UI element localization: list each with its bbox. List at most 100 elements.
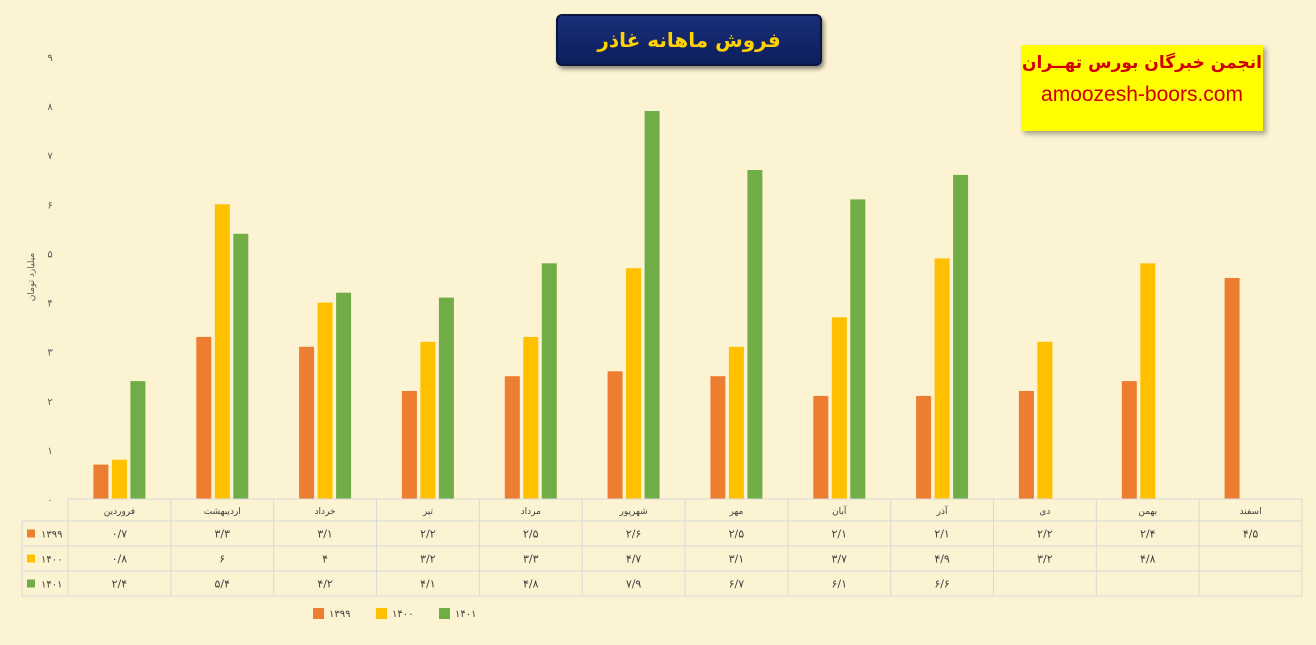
y-tick-label: ۲ xyxy=(47,397,52,408)
table-cell: ۲/۵ xyxy=(523,528,539,541)
table-row-label: ۱۴۰۱ xyxy=(41,580,62,591)
y-tick-label: ۷ xyxy=(47,151,53,162)
legend-label: ۱۴۰۰ xyxy=(392,609,413,620)
table-cell: ۲/۵ xyxy=(729,528,745,541)
table-cell: ۲/۱ xyxy=(831,528,847,541)
bar-1-4 xyxy=(401,391,417,499)
table-cell: ۲/۲ xyxy=(1037,528,1053,541)
bar-1-8 xyxy=(813,395,829,499)
table-cell: ۵/۴ xyxy=(214,578,230,591)
bar-1-5 xyxy=(504,376,520,499)
bar-1-1 xyxy=(93,464,109,499)
table-cell: ۲/۴ xyxy=(112,578,128,591)
bar-1-9 xyxy=(916,395,932,499)
bar-2-11 xyxy=(1140,263,1156,499)
table-cell: ۶ xyxy=(219,553,225,566)
bar-3-6 xyxy=(644,111,660,499)
y-tick-label: ۰ xyxy=(47,495,52,506)
bar-2-5 xyxy=(523,336,539,499)
bar-3-7 xyxy=(747,170,763,499)
bar-1-3 xyxy=(299,346,315,499)
bar-3-8 xyxy=(850,199,866,499)
table-cell: ۳/۲ xyxy=(1037,553,1053,566)
bar-2-3 xyxy=(317,302,333,499)
table-legend-key xyxy=(27,554,35,563)
category-label: بهمن xyxy=(1138,507,1157,517)
legend-key xyxy=(313,608,324,619)
table-cell: ۲/۴ xyxy=(1140,528,1156,541)
table-cell: ۶/۱ xyxy=(831,578,847,591)
bar-2-7 xyxy=(728,346,744,499)
bar-2-1 xyxy=(111,459,127,499)
table-legend-key xyxy=(27,529,35,538)
table-cell: ۶/۶ xyxy=(934,578,950,591)
category-label: اسفند xyxy=(1240,507,1262,517)
category-label: تیر xyxy=(422,507,434,517)
y-tick-label: ۴ xyxy=(47,299,52,310)
table-legend-key xyxy=(27,579,35,588)
bar-1-12 xyxy=(1224,278,1240,499)
y-tick-label: ۵ xyxy=(47,249,52,260)
brand-url: amoozesh-boors.com xyxy=(1041,83,1243,106)
y-tick-label: ۳ xyxy=(47,348,53,359)
y-tick-label: ۱ xyxy=(47,446,52,457)
table-row-label: ۱۳۹۹ xyxy=(41,530,62,541)
category-label: آبان xyxy=(832,505,847,517)
category-label: خرداد xyxy=(315,507,336,517)
table-cell: ۷/۹ xyxy=(626,578,642,591)
bar-3-9 xyxy=(953,174,969,499)
table-cell: ۰/۷ xyxy=(112,528,128,541)
bar-1-2 xyxy=(196,336,212,499)
category-label: آذر xyxy=(936,505,948,517)
bar-3-3 xyxy=(336,292,352,499)
table-cell: ۴/۸ xyxy=(1140,553,1156,566)
table-cell: ۲/۲ xyxy=(420,528,436,541)
bar-3-1 xyxy=(130,381,146,499)
legend-label: ۱۴۰۱ xyxy=(455,609,476,620)
bar-1-10 xyxy=(1018,391,1034,499)
legend-key xyxy=(439,608,450,619)
bar-2-9 xyxy=(934,258,950,499)
bar-2-10 xyxy=(1037,341,1053,499)
table-cell: ۰/۸ xyxy=(112,553,128,566)
bar-1-7 xyxy=(710,376,726,499)
table-cell: ۳/۳ xyxy=(523,553,539,566)
brand-name: انجمن خبرگان بورس تهــران xyxy=(1022,53,1262,73)
category-label: فروردین xyxy=(104,507,135,517)
bar-3-5 xyxy=(541,263,557,499)
category-label: اردیبهشت xyxy=(204,507,241,517)
bar-1-6 xyxy=(607,371,623,499)
category-label: مهر xyxy=(728,507,743,517)
category-label: مرداد xyxy=(521,507,541,517)
bar-2-4 xyxy=(420,341,436,499)
table-cell: ۴/۵ xyxy=(1243,528,1259,541)
table-cell: ۲/۱ xyxy=(934,528,950,541)
chart-title: فروش ماهانه غاذر xyxy=(556,14,822,66)
brand-box: انجمن خبرگان بورس تهــران amoozesh-boors… xyxy=(1021,45,1263,131)
bar-3-4 xyxy=(438,297,454,499)
table-cell: ۴/۷ xyxy=(626,553,642,566)
bar-3-2 xyxy=(233,233,249,500)
bar-2-8 xyxy=(831,317,847,499)
y-tick-label: ۶ xyxy=(47,200,52,211)
y-tick-label: ۸ xyxy=(47,102,53,113)
table-cell: ۳/۲ xyxy=(420,553,436,566)
y-tick-label: ۹ xyxy=(47,53,52,64)
bar-1-11 xyxy=(1121,381,1137,499)
table-cell: ۳/۷ xyxy=(831,553,847,566)
table-cell: ۴ xyxy=(322,553,328,566)
legend-key xyxy=(376,608,387,619)
table-cell: ۳/۱ xyxy=(729,553,745,566)
category-label: شهریور xyxy=(619,507,648,517)
table-cell: ۴/۹ xyxy=(934,553,950,566)
table-row-label: ۱۴۰۰ xyxy=(41,555,62,566)
category-label: دی xyxy=(1039,507,1050,517)
table-cell: ۳/۳ xyxy=(214,528,230,541)
bar-2-2 xyxy=(214,204,230,500)
table-cell: ۴/۲ xyxy=(317,578,333,591)
table-cell: ۴/۸ xyxy=(523,578,539,591)
table-cell: ۲/۶ xyxy=(626,528,642,541)
table-cell: ۴/۱ xyxy=(420,578,436,591)
legend-label: ۱۳۹۹ xyxy=(329,609,350,620)
table-cell: ۳/۱ xyxy=(317,528,333,541)
